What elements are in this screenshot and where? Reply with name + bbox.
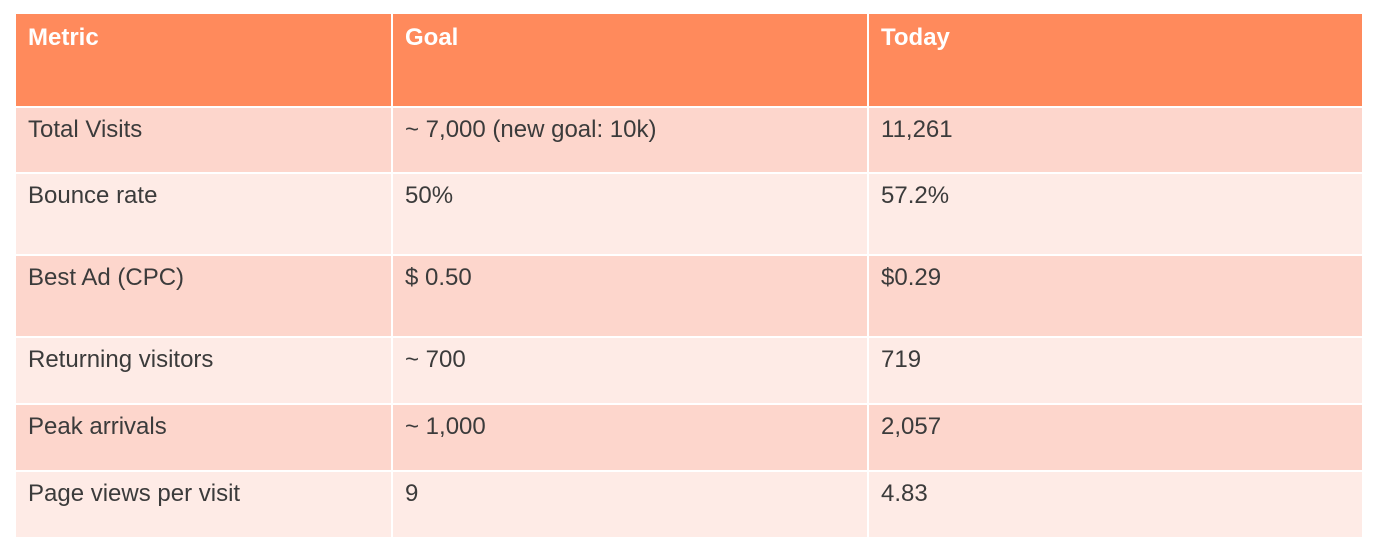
metric-cell: Peak arrivals xyxy=(16,404,393,472)
today-cell: 11,261 xyxy=(868,107,1362,174)
metrics-table: Metric Goal Today Total Visits ~ 7,000 (… xyxy=(16,14,1362,539)
table-row: Best Ad (CPC) $ 0.50 $0.29 xyxy=(16,255,1362,338)
table-body: Total Visits ~ 7,000 (new goal: 10k) 11,… xyxy=(16,107,1362,539)
goal-cell: $ 0.50 xyxy=(392,255,869,338)
table-header: Metric Goal Today xyxy=(16,14,1362,108)
header-goal: Goal xyxy=(392,14,869,108)
goal-cell: 9 xyxy=(392,471,869,539)
goal-cell: 50% xyxy=(392,173,869,256)
goal-cell: ~ 7,000 (new goal: 10k) xyxy=(392,107,869,174)
today-cell: $0.29 xyxy=(868,255,1362,338)
metric-cell: Total Visits xyxy=(16,107,393,174)
today-cell: 57.2% xyxy=(868,173,1362,256)
table-row: Page views per visit 9 4.83 xyxy=(16,471,1362,539)
metric-cell: Bounce rate xyxy=(16,173,393,256)
header-today: Today xyxy=(868,14,1362,108)
metric-cell: Returning visitors xyxy=(16,337,393,405)
table-row: Returning visitors ~ 700 719 xyxy=(16,337,1362,405)
metric-cell: Page views per visit xyxy=(16,471,393,539)
table-row: Bounce rate 50% 57.2% xyxy=(16,173,1362,256)
metric-cell: Best Ad (CPC) xyxy=(16,255,393,338)
header-metric: Metric xyxy=(16,14,393,108)
today-cell: 719 xyxy=(868,337,1362,405)
table-row: Total Visits ~ 7,000 (new goal: 10k) 11,… xyxy=(16,107,1362,174)
today-cell: 4.83 xyxy=(868,471,1362,539)
goal-cell: ~ 700 xyxy=(392,337,869,405)
today-cell: 2,057 xyxy=(868,404,1362,472)
table-row: Peak arrivals ~ 1,000 2,057 xyxy=(16,404,1362,472)
goal-cell: ~ 1,000 xyxy=(392,404,869,472)
header-row: Metric Goal Today xyxy=(16,14,1362,108)
metrics-table-container: Metric Goal Today Total Visits ~ 7,000 (… xyxy=(16,14,1362,539)
